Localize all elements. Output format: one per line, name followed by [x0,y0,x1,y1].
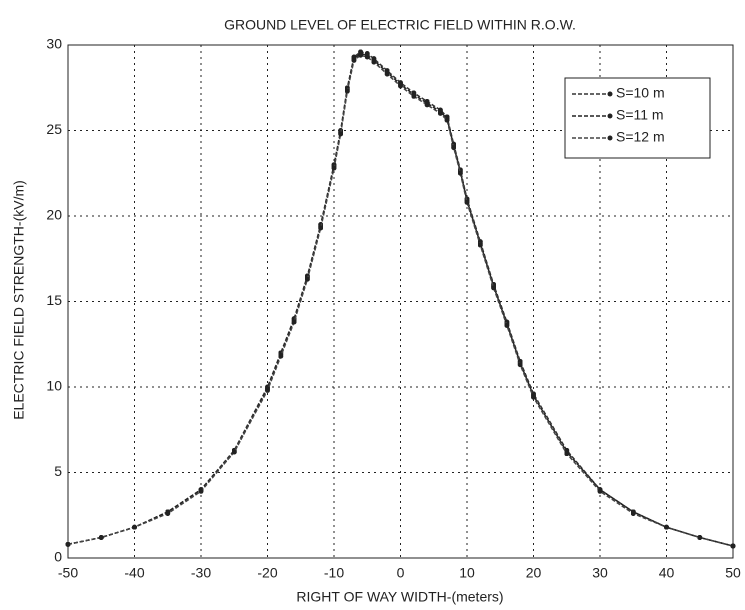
x-tick-label: -40 [124,565,144,581]
x-axis-label: RIGHT OF WAY WIDTH-(meters) [296,589,503,605]
x-tick-label: 10 [459,565,475,581]
chart-title: GROUND LEVEL OF ELECTRIC FIELD WITHIN R.… [224,17,576,33]
x-tick-label: -30 [191,565,211,581]
legend-box [564,77,711,159]
x-tick-label: 30 [592,565,608,581]
y-axis-label: ELECTRIC FIELD STRENGTH-(kV/m) [11,180,27,420]
y-tick-label: 30 [46,36,62,52]
x-tick-label: 0 [397,565,405,581]
x-tick-label: -50 [58,565,78,581]
y-tick-label: 0 [54,549,62,565]
legend: S=10 m S=11 m S=12 m [564,77,711,159]
x-tick-label: -20 [257,565,277,581]
x-tick-label: 20 [526,565,542,581]
legend-label: S=11 m [616,107,664,123]
x-tick-label: -10 [324,565,344,581]
x-tick-label: 40 [659,565,675,581]
series-line [65,52,736,549]
y-tick-label: 25 [46,121,62,137]
legend-label: S=12 m [616,129,665,145]
y-tick-label: 5 [54,463,62,479]
y-tick-label: 10 [46,378,62,394]
x-tick-label: 50 [725,565,741,581]
legend-label: S=10 m [616,85,665,101]
y-tick-label: 15 [46,292,62,308]
y-tick-label: 20 [46,207,62,223]
